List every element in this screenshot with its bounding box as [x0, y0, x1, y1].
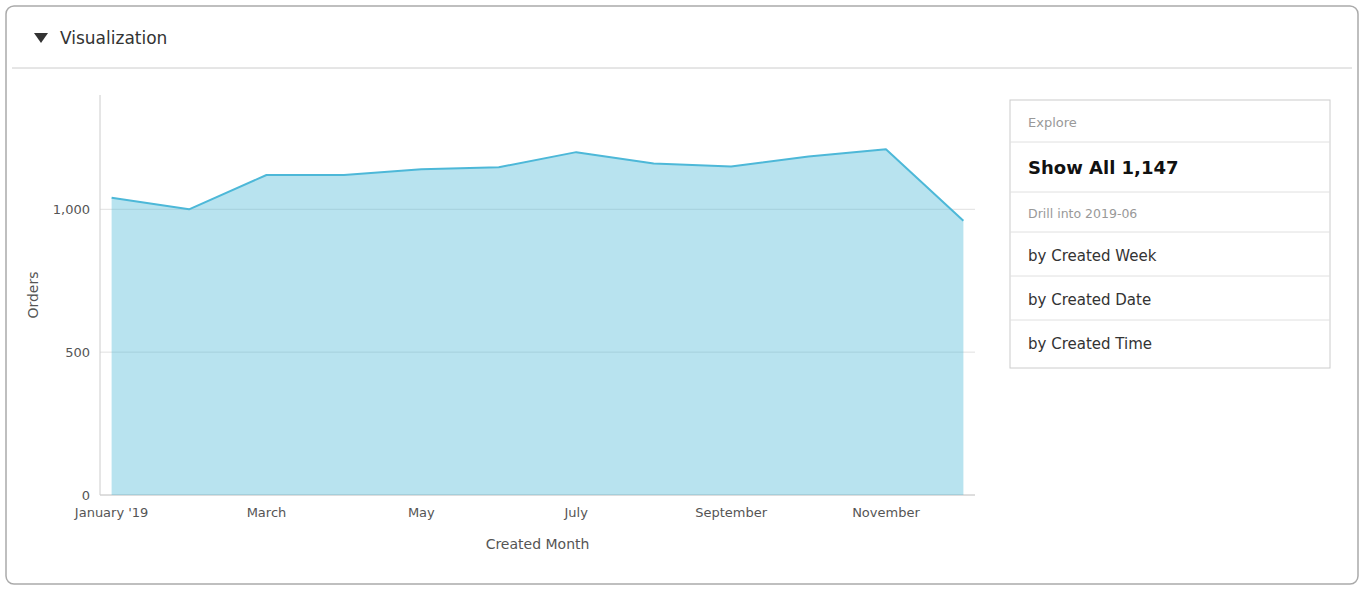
y-tick-label: 1,000 [53, 202, 90, 217]
outer-border [6, 6, 1358, 584]
tooltip-show-all: Show All 1,147 [1028, 157, 1179, 178]
y-tick-labels: 0 500 1,000 [53, 202, 90, 503]
x-tick-label: March [247, 505, 287, 520]
x-axis-label: Created Month [486, 536, 590, 552]
y-axis-label: Orders [25, 271, 41, 318]
tooltip-box [1010, 100, 1330, 368]
x-tick-label: July [564, 505, 589, 520]
area [112, 149, 964, 495]
chart-svg: Visualization 0 500 1,000 January '19 March Ma… [0, 0, 1364, 590]
x-tick-label: September [695, 505, 768, 520]
title-separator [12, 68, 1352, 69]
tooltip-drill-header: Drill into 2019-06 [1028, 206, 1137, 221]
x-tick-label: May [408, 505, 435, 520]
tooltip-title: Explore [1028, 115, 1077, 130]
line [112, 149, 964, 220]
tooltip: Explore Show All 1,147 Drill into 2019-06 b… [1010, 100, 1330, 368]
series [112, 149, 964, 495]
tooltip-separator [1010, 276, 1330, 277]
x-tick-label: November [852, 505, 920, 520]
tooltip-separator [1010, 320, 1330, 321]
tooltip-separator [1010, 192, 1330, 193]
tooltip-separator [1010, 142, 1330, 143]
y-tick-label: 0 [82, 488, 90, 503]
y-axis-line [100, 95, 101, 495]
x-tick-label: January '19 [74, 505, 149, 520]
tooltip-item: by Created Week [1028, 247, 1157, 265]
tooltip-item: by Created Date [1028, 291, 1151, 309]
title: Visualization [60, 28, 167, 48]
tooltip-item: by Created Time [1028, 335, 1152, 353]
collapse-icon [34, 33, 48, 43]
chart-container: Visualization 0 500 1,000 January '19 March Ma… [0, 0, 1364, 590]
x-tick-labels: January '19 March May July September November [74, 505, 921, 520]
y-tick-label: 500 [65, 345, 90, 360]
tooltip-separator [1010, 232, 1330, 233]
